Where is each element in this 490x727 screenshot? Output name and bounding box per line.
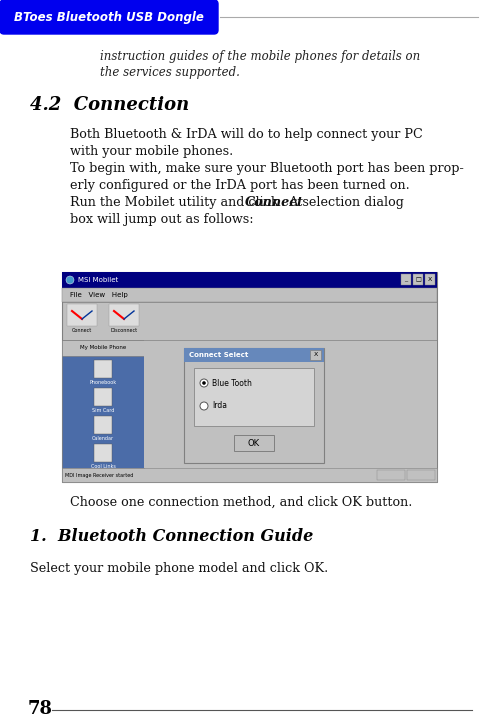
Bar [377, 470, 405, 480]
Text: Calendar: Calendar [92, 436, 114, 441]
Bar [234, 435, 274, 451]
Text: Blue Tooth: Blue Tooth [212, 379, 252, 387]
Text: Both Bluetooth & IrDA will do to help connect your PC: Both Bluetooth & IrDA will do to help co… [70, 128, 423, 141]
Text: instruction guides of the mobile phones for details on: instruction guides of the mobile phones … [100, 50, 420, 63]
Text: My Mobile Phone: My Mobile Phone [80, 345, 126, 350]
Text: X: X [428, 277, 432, 282]
Text: Irda: Irda [212, 401, 227, 411]
Bar [310, 350, 321, 360]
Text: Connect: Connect [72, 328, 92, 333]
Text: Run the Mobilet utility and click: Run the Mobilet utility and click [70, 196, 283, 209]
Circle shape [202, 381, 206, 385]
Text: 1.  Bluetooth Connection Guide: 1. Bluetooth Connection Guide [30, 528, 313, 545]
Text: Disconnect: Disconnect [110, 328, 138, 333]
Bar [62, 272, 437, 288]
Circle shape [200, 402, 208, 410]
Bar [109, 304, 139, 326]
Text: 78: 78 [28, 700, 53, 718]
Text: the services supported.: the services supported. [100, 66, 240, 79]
Bar [94, 360, 112, 378]
Bar [407, 470, 435, 480]
Text: _: _ [404, 277, 408, 282]
Bar [62, 272, 437, 482]
Text: Connect: Connect [245, 196, 304, 209]
Bar [62, 340, 144, 356]
Text: . A selection dialog: . A selection dialog [281, 196, 404, 209]
Bar [184, 348, 324, 463]
FancyBboxPatch shape [0, 0, 218, 34]
Text: Select your mobile phone model and click OK.: Select your mobile phone model and click… [30, 562, 328, 575]
Text: BToes Bluetooth USB Dongle: BToes Bluetooth USB Dongle [14, 10, 204, 23]
Text: Cool Links: Cool Links [91, 464, 116, 469]
Text: To begin with, make sure your Bluetooth port has been prop-: To begin with, make sure your Bluetooth … [70, 162, 464, 175]
Bar [184, 348, 324, 362]
Text: Phonebook: Phonebook [90, 380, 117, 385]
Text: MDI Image Receiver started: MDI Image Receiver started [65, 473, 133, 478]
Text: with your mobile phones.: with your mobile phones. [70, 145, 233, 158]
Bar [62, 356, 144, 468]
Bar [144, 340, 437, 468]
Text: MSI Mobilet: MSI Mobilet [78, 277, 118, 283]
Text: erly configured or the IrDA port has been turned on.: erly configured or the IrDA port has bee… [70, 179, 410, 192]
Text: box will jump out as follows:: box will jump out as follows: [70, 213, 254, 226]
Bar [194, 368, 314, 426]
Bar [94, 444, 112, 462]
Bar [94, 416, 112, 434]
Bar [67, 304, 97, 326]
Bar [413, 274, 423, 285]
Bar [425, 274, 435, 285]
Text: Sim Card: Sim Card [92, 408, 114, 413]
Text: File   View   Help: File View Help [70, 292, 128, 298]
Bar [62, 468, 437, 482]
Bar [62, 288, 437, 302]
Text: 4.2  Connection: 4.2 Connection [30, 96, 189, 114]
Text: X: X [314, 353, 318, 358]
Text: □: □ [415, 277, 421, 282]
Circle shape [200, 379, 208, 387]
Text: Connect Select: Connect Select [189, 352, 248, 358]
Bar [401, 274, 411, 285]
Text: Choose one connection method, and click OK button.: Choose one connection method, and click … [70, 496, 413, 509]
Bar [94, 388, 112, 406]
Text: OK: OK [248, 438, 260, 448]
Circle shape [66, 276, 74, 284]
